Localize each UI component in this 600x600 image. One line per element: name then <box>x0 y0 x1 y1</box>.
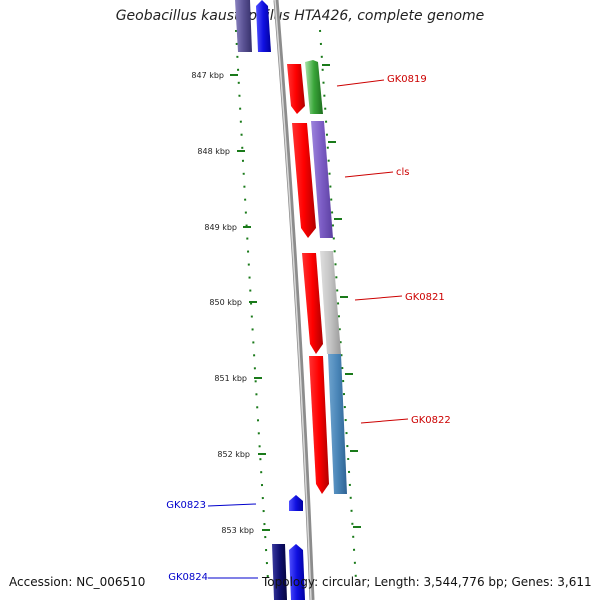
gene-feature-gk0819-red <box>287 64 305 114</box>
ruler-label-852: 852 kbp <box>217 450 250 459</box>
gene-feature-gk0823 <box>289 495 303 511</box>
leader-gk0823 <box>207 503 257 507</box>
gene-feature-gk0821-grey <box>320 251 341 354</box>
gene-feature-gk0822-red <box>309 356 329 494</box>
gene-feature-top-blue <box>256 0 271 52</box>
gene-label-gk0823[interactable]: GK0823 <box>166 500 206 511</box>
outer-dotted-guide <box>319 29 357 581</box>
ruler: 847 kbp 848 kbp 849 kbp 850 kbp 851 kbp … <box>191 71 270 535</box>
ruler-label-853: 853 kbp <box>221 526 254 535</box>
leader-gk0819 <box>336 79 385 87</box>
genome-backbone <box>273 0 315 600</box>
genome-summary-text: Topology: circular; Length: 3,544,776 bp… <box>262 575 592 589</box>
gene-label-gk0819[interactable]: GK0819 <box>387 74 427 85</box>
accession-text: Accession: NC_006510 <box>9 575 146 589</box>
gene-feature-top-dusk <box>235 0 252 52</box>
gene-feature-gk0824-blue <box>289 544 305 600</box>
leader-gk0821 <box>354 295 403 301</box>
ruler-label-847: 847 kbp <box>191 71 224 80</box>
leader-gk0822 <box>360 418 409 424</box>
gene-label-cls[interactable]: cls <box>396 167 410 178</box>
gene-feature-gk0822-steelblue <box>328 354 347 494</box>
ruler-label-848: 848 kbp <box>197 147 230 156</box>
outer-ticks <box>322 64 361 528</box>
leader-cls <box>344 171 394 178</box>
gene-label-gk0824[interactable]: GK0824 <box>168 572 208 583</box>
gene-feature-gk0821-red <box>302 253 323 354</box>
map-title: Geobacillus kaustophilus HTA426, complet… <box>115 8 485 24</box>
gene-label-gk0821[interactable]: GK0821 <box>405 292 445 303</box>
gene-label-gk0822[interactable]: GK0822 <box>411 415 451 426</box>
gene-feature-cls-red <box>292 123 316 238</box>
ruler-label-850: 850 kbp <box>209 298 242 307</box>
ruler-label-851: 851 kbp <box>214 374 247 383</box>
genome-backbone-highlight <box>274 0 312 600</box>
gene-feature-gk0819-green <box>305 60 323 114</box>
ruler-label-849: 849 kbp <box>204 223 237 232</box>
gene-feature-cls-purple <box>311 121 333 238</box>
gene-feature-gk0824-navy <box>272 544 287 600</box>
